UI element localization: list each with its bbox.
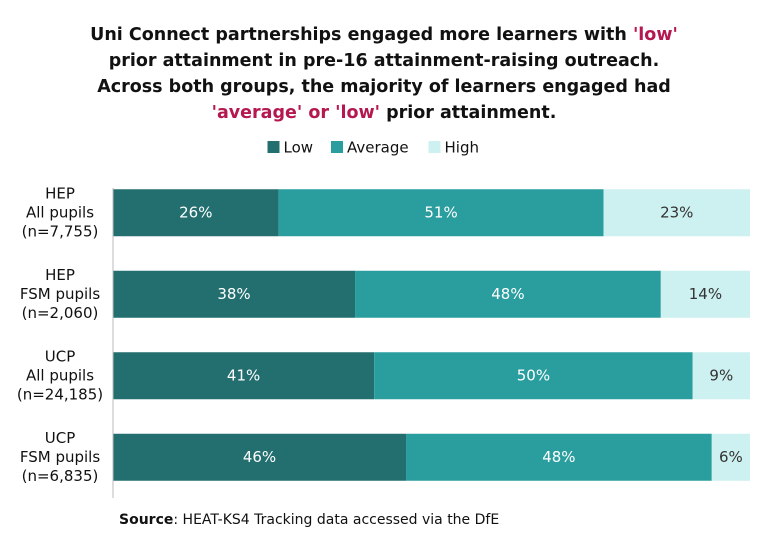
legend-label: Average bbox=[347, 139, 409, 157]
chart-title-line: prior attainment in pre-16 attainment-ra… bbox=[109, 51, 660, 71]
y-tick-label: UCP bbox=[45, 429, 76, 447]
value-label: 51% bbox=[424, 203, 457, 221]
y-tick-label: FSM pupils bbox=[20, 285, 100, 303]
y-tick-label: (n=2,060) bbox=[22, 304, 99, 322]
bar-segment bbox=[711, 433, 750, 481]
value-label: 38% bbox=[217, 285, 250, 303]
y-tick-label: (n=7,755) bbox=[22, 222, 99, 240]
y-tick-label: HEP bbox=[45, 266, 75, 284]
source: Source: HEAT-KS4 Tracking data accessed … bbox=[119, 512, 499, 528]
bar-segment bbox=[374, 352, 693, 400]
value-label: 41% bbox=[227, 366, 260, 384]
title-span: Uni Connect partnerships engaged more le… bbox=[90, 25, 633, 45]
chart-title-line: Across both groups, the majority of lear… bbox=[97, 77, 671, 97]
bar-segment bbox=[603, 189, 750, 237]
bar-segment bbox=[113, 433, 407, 481]
value-label: 48% bbox=[491, 285, 524, 303]
y-tick-label: All pupils bbox=[26, 366, 94, 384]
value-label: 14% bbox=[689, 285, 722, 303]
bar-segment bbox=[660, 270, 750, 318]
value-label: 50% bbox=[517, 366, 550, 384]
legend-swatch bbox=[428, 141, 441, 153]
bar-segment bbox=[692, 352, 750, 400]
y-tick-label: FSM pupils bbox=[20, 448, 100, 466]
chart-title-line: 'average' or 'low' prior attainment. bbox=[212, 103, 557, 123]
title-span: 'low' bbox=[633, 25, 678, 45]
value-label: 26% bbox=[179, 203, 212, 221]
y-tick-label: (n=24,185) bbox=[17, 385, 103, 403]
value-label: 48% bbox=[542, 448, 575, 466]
chart-title-line: Uni Connect partnerships engaged more le… bbox=[90, 25, 678, 45]
legend-label: High bbox=[445, 139, 479, 157]
title-span: prior attainment in pre-16 attainment-ra… bbox=[109, 51, 660, 71]
value-label: 6% bbox=[719, 448, 743, 466]
y-tick-label: HEP bbox=[45, 184, 75, 202]
bar-segment bbox=[113, 270, 356, 318]
value-label: 23% bbox=[660, 203, 693, 221]
bar-segment bbox=[113, 189, 279, 237]
title-span: 'average' or 'low' bbox=[212, 103, 380, 123]
value-label: 46% bbox=[243, 448, 276, 466]
legend-swatch bbox=[331, 141, 343, 153]
legend-label: Low bbox=[284, 139, 314, 157]
bar-segment bbox=[113, 352, 375, 400]
title-span: Across both groups, the majority of lear… bbox=[97, 77, 671, 97]
bar-segment bbox=[278, 189, 604, 237]
source-label: Source bbox=[119, 512, 173, 528]
title-span: prior attainment. bbox=[380, 103, 556, 123]
y-tick-label: All pupils bbox=[26, 203, 94, 221]
source-text: : HEAT-KS4 Tracking data accessed via th… bbox=[173, 512, 499, 528]
y-tick-label: UCP bbox=[45, 347, 76, 365]
bar-segment bbox=[406, 433, 712, 481]
legend-swatch bbox=[267, 141, 280, 153]
y-tick-label: (n=6,835) bbox=[22, 467, 99, 485]
bar-segment bbox=[355, 270, 661, 318]
value-label: 9% bbox=[709, 366, 733, 384]
